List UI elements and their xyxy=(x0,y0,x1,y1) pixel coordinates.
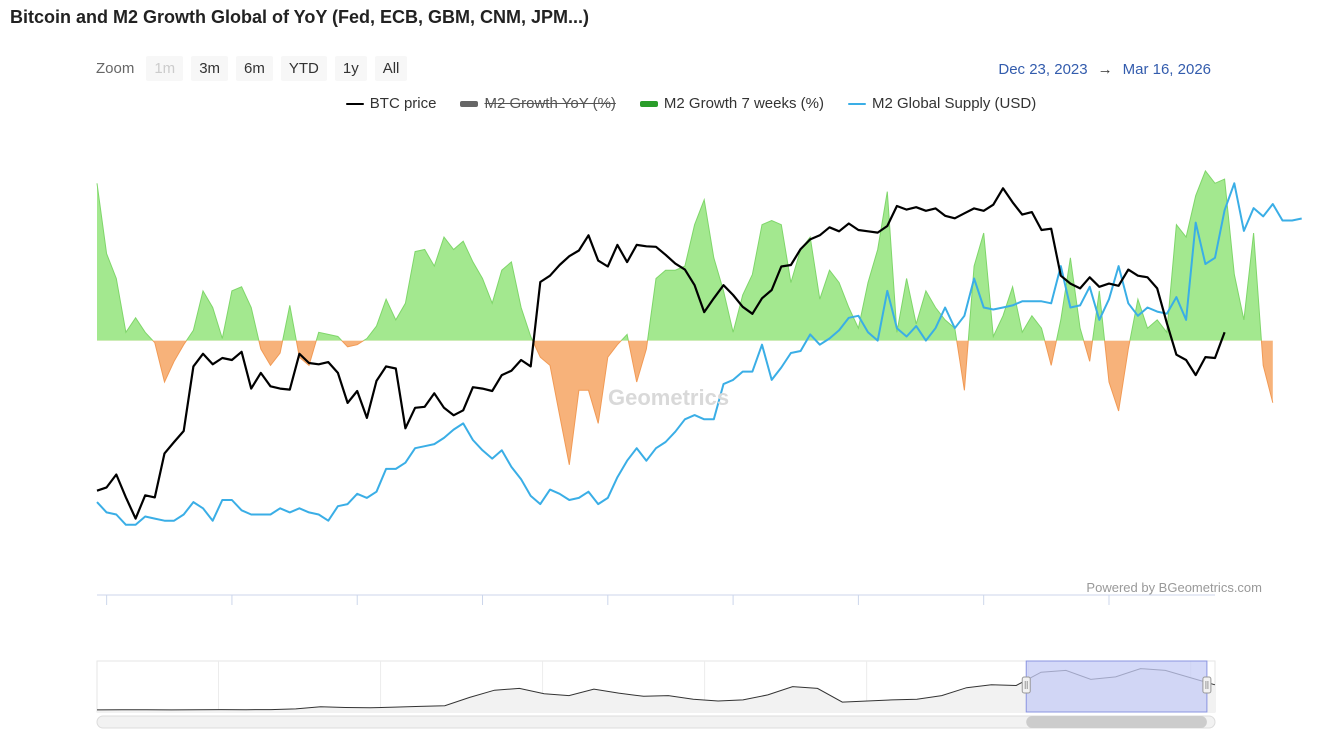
legend-m2-supply-swatch xyxy=(847,102,866,105)
legend-btc-price[interactable]: BTC price xyxy=(345,95,437,112)
btc-price-line xyxy=(96,187,1226,520)
legend-btc-label: BTC price xyxy=(369,95,437,112)
legend-m2-7weeks[interactable]: M2 Growth 7 weeks (%) xyxy=(639,95,824,112)
legend-m2-yoy-swatch xyxy=(460,100,479,107)
legend-btc-swatch xyxy=(345,102,364,105)
axes xyxy=(97,594,1215,605)
legend-m2-7weeks-swatch xyxy=(639,100,658,107)
zoom-1m-button[interactable]: 1m xyxy=(146,56,184,81)
zoom-1y-button[interactable]: 1y xyxy=(334,56,367,81)
legend-m2-supply-label: M2 Global Supply (USD) xyxy=(871,95,1037,112)
navigator-right-handle[interactable] xyxy=(1202,676,1212,694)
navigator-area xyxy=(97,668,1215,712)
legend-m2-supply[interactable]: M2 Global Supply (USD) xyxy=(847,95,1037,112)
m2-7weeks-positive-area xyxy=(97,170,1273,341)
zoom-all-button[interactable]: All xyxy=(374,56,408,81)
zoom-6m-button[interactable]: 6m xyxy=(236,56,273,81)
range-to-input[interactable]: Mar 16, 2026 xyxy=(1122,61,1211,78)
zoom-3m-button[interactable]: 3m xyxy=(191,56,229,81)
series-lines xyxy=(96,182,1302,526)
navigator-left-handle[interactable] xyxy=(1021,676,1031,694)
m2-7weeks-area xyxy=(96,169,1274,465)
legend-m2-yoy[interactable]: M2 Growth YoY (%) xyxy=(460,95,616,112)
scrollbar-track[interactable] xyxy=(96,715,1216,729)
range-arrow: → xyxy=(1097,61,1113,78)
m2-7weeks-positive-line xyxy=(96,169,1262,341)
watermark: Geometrics xyxy=(608,385,729,410)
range-from-input[interactable]: Dec 23, 2023 xyxy=(998,61,1088,78)
zoom-label: Zoom xyxy=(96,60,135,77)
m2-7weeks-negative-area xyxy=(152,340,1273,465)
navigator[interactable] xyxy=(96,660,1216,729)
legend: BTC price M2 Growth YoY (%) M2 Growth 7 … xyxy=(0,95,1342,112)
zoom-bar: Zoom 1m 3m 6m YTD 1y All xyxy=(96,56,408,81)
m2-supply-line xyxy=(96,182,1302,526)
navigator-selection xyxy=(1025,660,1208,713)
chart-title: Bitcoin and M2 Growth Global of YoY (Fed… xyxy=(10,7,590,27)
date-range: Dec 23, 2023 → Mar 16, 2026 xyxy=(998,61,1211,78)
zoom-ytd-button[interactable]: YTD xyxy=(280,56,327,81)
credits-link[interactable]: Powered by BGeometrics.com xyxy=(1086,580,1262,595)
legend-m2-7weeks-label: M2 Growth 7 weeks (%) xyxy=(663,95,824,112)
legend-m2-yoy-label: M2 Growth YoY (%) xyxy=(484,95,616,112)
scrollbar-thumb[interactable] xyxy=(1026,716,1207,728)
